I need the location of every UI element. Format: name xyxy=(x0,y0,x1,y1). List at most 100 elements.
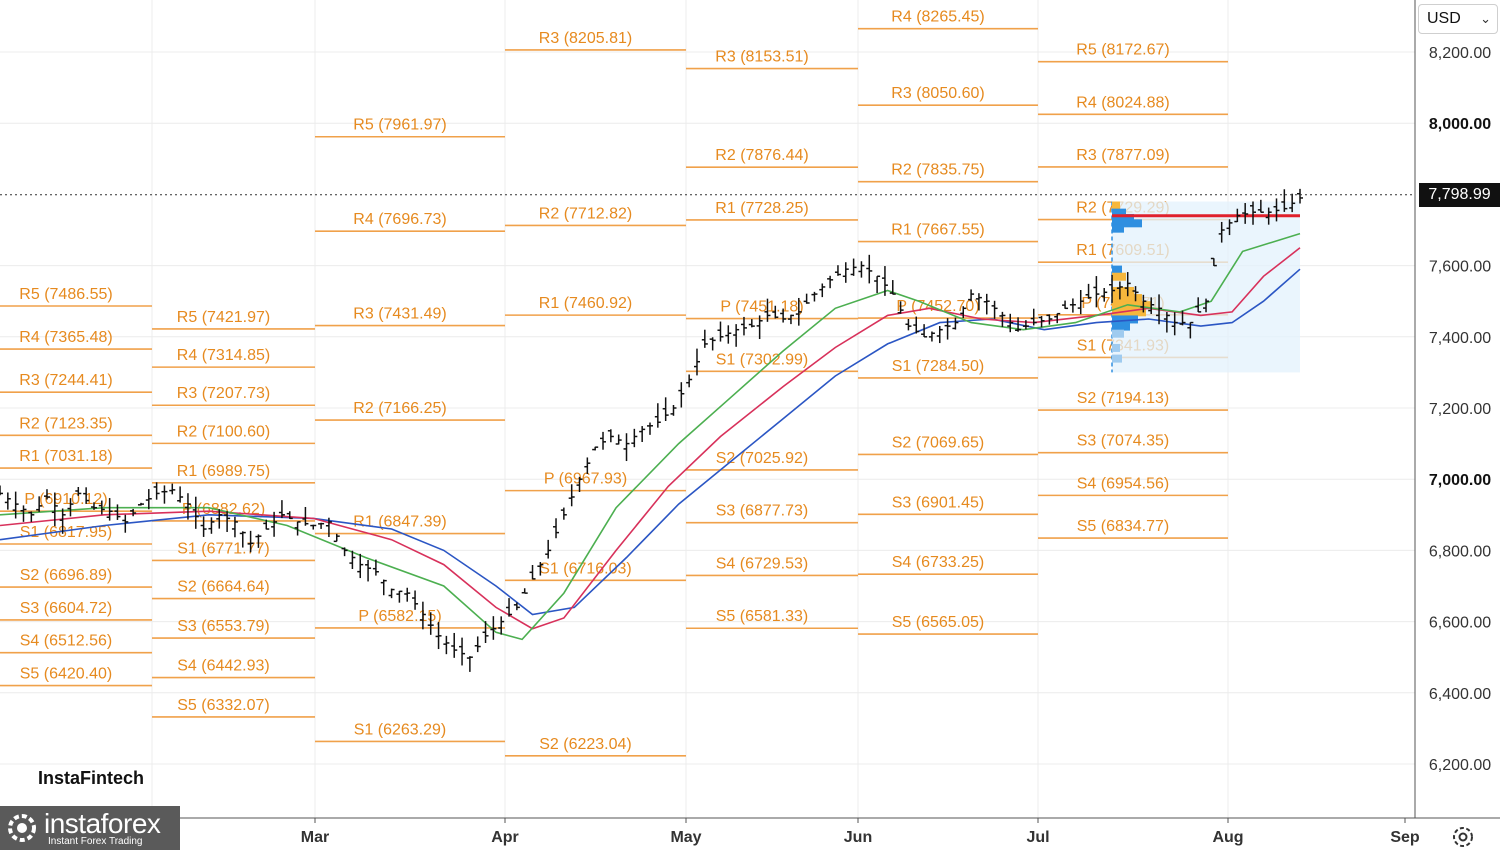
volume-profile-bar xyxy=(1112,201,1120,210)
volume-profile-bar xyxy=(1112,286,1134,295)
pivot-level-label: P (7451.18) xyxy=(720,299,803,316)
pivot-level-label: S2 (6696.89) xyxy=(20,567,113,584)
volume-profile-bar xyxy=(1112,265,1122,274)
pivot-level-label: R3 (8153.51) xyxy=(715,49,808,66)
pivot-level-label: R2 (7166.25) xyxy=(353,400,446,417)
pivot-level-label: R4 (7314.85) xyxy=(177,347,270,364)
pivot-level-label: R2 (7100.60) xyxy=(177,423,270,440)
price-bars xyxy=(0,188,1303,672)
pivot-level-label: R1 (6989.75) xyxy=(177,463,270,480)
pivot-level-label: R1 (7728.25) xyxy=(715,200,808,217)
pivot-level-label: P (6910.12) xyxy=(24,491,107,508)
pivot-level-label: R3 (7207.73) xyxy=(177,385,270,402)
chevron-down-icon: ⌄ xyxy=(1480,11,1491,26)
pivot-level-label: S4 (6954.56) xyxy=(1077,475,1170,492)
y-tick-label: 6,400.00 xyxy=(1429,686,1491,703)
pivot-level-label: R3 (7431.49) xyxy=(353,306,446,323)
y-tick-label: 7,600.00 xyxy=(1429,259,1491,276)
instafintech-watermark: InstaFintech xyxy=(38,768,145,788)
pivot-level-label: S4 (6512.56) xyxy=(20,633,113,650)
y-tick-label: 8,200.00 xyxy=(1429,45,1491,62)
currency-selector[interactable]: USD ⌄ xyxy=(1418,4,1498,34)
volume-profile-bar xyxy=(1112,213,1134,222)
last-price-label: 7,798.99 xyxy=(1419,182,1500,207)
volume-profile-bar xyxy=(1112,329,1124,338)
volume-profile-bar xyxy=(1112,219,1142,228)
y-tick-label: 7,000.00 xyxy=(1429,472,1491,489)
x-tick-label: Sep xyxy=(1390,829,1420,846)
pivot-level-label: S4 (6442.93) xyxy=(177,658,270,675)
pivot-level-label: S1 (6263.29) xyxy=(354,721,447,738)
pivot-level-label: R4 (7365.48) xyxy=(19,329,112,346)
x-tick-label: May xyxy=(670,829,701,846)
volume-profile-bar xyxy=(1112,272,1126,281)
pivot-level-label: R1 (7031.18) xyxy=(19,448,112,465)
grid-lines xyxy=(0,0,1415,818)
pivot-level-label: S4 (6729.53) xyxy=(716,555,809,572)
pivot-level-label: S3 (7074.35) xyxy=(1077,433,1170,450)
pivot-level-label: S2 (7025.92) xyxy=(716,450,809,467)
x-tick-label: Jun xyxy=(844,829,872,846)
pivot-level-label: S2 (6223.04) xyxy=(539,736,632,753)
pivot-level-label: S5 (6565.05) xyxy=(892,614,985,631)
pivot-level-label: S3 (6877.73) xyxy=(716,503,809,520)
pivot-level-label: P (6967.93) xyxy=(544,471,627,488)
instaforex-watermark: instaforex Instant Forex Trading xyxy=(0,806,180,850)
pivot-level-label: R2 (7876.44) xyxy=(715,147,808,164)
y-tick-label: 8,000.00 xyxy=(1429,116,1491,133)
pivot-level-label: S1 (7302.99) xyxy=(716,351,809,368)
pivot-level-label: R5 (7421.97) xyxy=(177,309,270,326)
y-tick-label: 7,200.00 xyxy=(1429,401,1491,418)
pivot-level-label: R2 (7712.82) xyxy=(539,205,632,222)
pivot-level-label: S2 (6664.64) xyxy=(177,579,270,596)
pivot-level-label: R4 (8024.88) xyxy=(1076,94,1169,111)
x-tick-label: Aug xyxy=(1212,829,1243,846)
volume-profile-bar xyxy=(1112,208,1126,217)
x-tick-label: Apr xyxy=(491,829,519,846)
y-tick-label: 6,800.00 xyxy=(1429,543,1491,560)
pivot-levels: R5 (7486.55) R4 (7365.48) R3 (7244.41) R2 (… xyxy=(0,9,1228,757)
pivot-level-label: R3 (7877.09) xyxy=(1076,147,1169,164)
volume-profile-bar xyxy=(1112,308,1146,317)
pivot-level-label: R3 (8205.81) xyxy=(539,30,632,47)
volume-profile-area xyxy=(1112,201,1300,373)
pivot-level-label: S1 (7284.50) xyxy=(892,358,985,375)
pivot-level-label: S3 (6901.45) xyxy=(892,494,985,511)
pivot-level-label: S5 (6834.77) xyxy=(1077,518,1170,535)
pivot-level-label: S2 (7194.13) xyxy=(1077,390,1170,407)
x-tick-label: Mar xyxy=(301,829,329,846)
volume-profile-bar xyxy=(1112,315,1138,324)
pivot-level-label: R4 (8265.45) xyxy=(891,9,984,26)
pivot-level-label: R3 (7244.41) xyxy=(19,372,112,389)
pivot-level-label: S4 (6733.25) xyxy=(892,554,985,571)
volume-profile-bar xyxy=(1112,354,1122,363)
pivot-level-label: R1 (7667.55) xyxy=(891,222,984,239)
pivot-level-label: S3 (6553.79) xyxy=(177,618,270,635)
pivot-level-label: S2 (7069.65) xyxy=(892,434,985,451)
pivot-level-label: R5 (8172.67) xyxy=(1076,42,1169,59)
instaforex-brand: instaforex xyxy=(44,808,161,839)
pivot-level-label: S5 (6581.33) xyxy=(716,608,809,625)
volume-profile-bar xyxy=(1112,322,1130,331)
pivot-level-label: R1 (6847.39) xyxy=(353,514,446,531)
settings-gear-icon[interactable] xyxy=(1450,824,1476,850)
y-tick-label: 6,600.00 xyxy=(1429,615,1491,632)
volume-profile-bar xyxy=(1112,224,1124,233)
pivot-level-label: R5 (7486.55) xyxy=(19,286,112,303)
volume-profile-bar xyxy=(1112,294,1142,303)
pivot-level-label: R5 (7961.97) xyxy=(353,117,446,134)
moving-average-line xyxy=(0,268,1301,616)
volume-profile xyxy=(1111,201,1300,373)
pivot-level-label: R3 (8050.60) xyxy=(891,85,984,102)
pivot-level-label: S1 (6716.03) xyxy=(539,560,632,577)
currency-label: USD xyxy=(1427,10,1461,27)
pivot-level-label: R4 (7696.73) xyxy=(353,211,446,228)
volume-profile-bar xyxy=(1112,343,1120,352)
pivot-level-label: R2 (7835.75) xyxy=(891,162,984,179)
pivot-level-label: R2 (7123.35) xyxy=(19,415,112,432)
instaforex-logo-icon xyxy=(8,814,36,842)
pivot-level-label: S1 (6771.77) xyxy=(177,540,270,557)
instaforex-tagline: Instant Forex Trading xyxy=(48,836,143,847)
